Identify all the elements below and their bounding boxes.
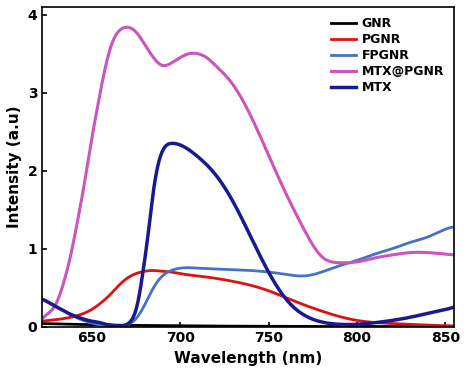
PGNR [39,319,45,323]
MTX@PGNR [351,260,356,264]
MTX [146,227,152,231]
Legend: GNR, PGNR, FPGNR, MTX@PGNR, MTX: GNR, PGNR, FPGNR, MTX@PGNR, MTX [327,13,448,98]
GNR [226,324,231,328]
GNR [404,325,410,329]
FPGNR [112,324,118,329]
PGNR [227,278,232,283]
PGNR [452,324,457,328]
MTX [112,323,118,328]
MTX [452,305,457,309]
MTX@PGNR [227,78,232,82]
PGNR [315,308,321,312]
PGNR [150,268,156,273]
FPGNR [227,267,232,272]
GNR [145,323,151,328]
MTX [170,141,176,145]
PGNR [145,269,151,273]
FPGNR [283,272,288,276]
GNR [112,323,118,327]
MTX [316,319,322,323]
FPGNR [315,271,321,275]
MTX@PGNR [112,34,118,39]
GNR [314,324,320,329]
Line: MTX: MTX [42,143,454,326]
MTX@PGNR [39,317,45,321]
FPGNR [452,225,457,229]
MTX@PGNR [315,250,321,255]
MTX [284,297,289,302]
Line: FPGNR: FPGNR [42,227,454,327]
Y-axis label: Intensity (a.u): Intensity (a.u) [7,106,22,228]
FPGNR [39,297,45,302]
GNR [452,324,457,329]
MTX@PGNR [452,253,457,257]
FPGNR [146,295,152,299]
GNR [39,321,45,326]
Line: PGNR: PGNR [42,270,454,326]
X-axis label: Wavelength (nm): Wavelength (nm) [174,351,322,366]
MTX [39,297,45,302]
MTX@PGNR [146,48,152,53]
MTX [351,322,357,327]
PGNR [283,295,288,300]
PGNR [351,317,356,322]
MTX [117,324,122,328]
FPGNR [351,259,356,264]
MTX@PGNR [124,25,130,29]
MTX [227,194,233,198]
FPGNR [116,325,121,329]
GNR [350,324,355,329]
GNR [282,324,288,329]
MTX@PGNR [283,191,288,195]
Line: GNR: GNR [42,323,454,327]
PGNR [112,287,118,292]
Line: MTX@PGNR: MTX@PGNR [42,27,454,319]
